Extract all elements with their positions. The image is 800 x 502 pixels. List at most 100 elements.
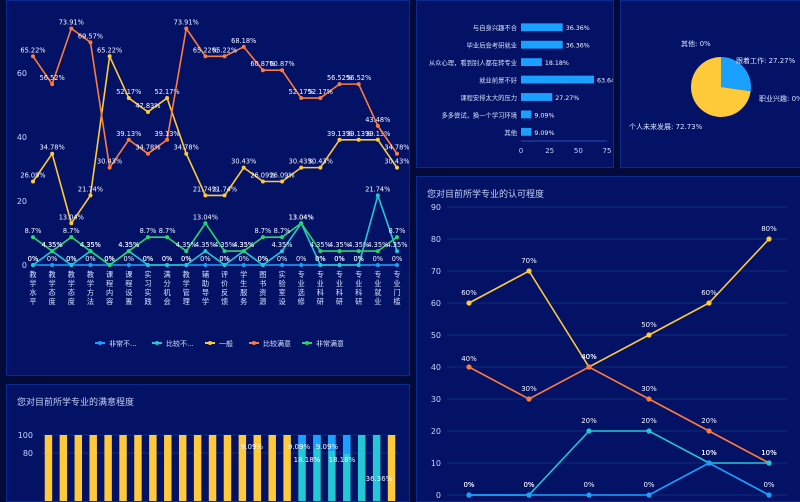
bar-data-label: 36.36%	[566, 43, 590, 50]
series-1-point	[337, 263, 342, 267]
bar-data-label: 18.18%	[545, 60, 569, 67]
series-1-data-label: 0%	[104, 255, 114, 263]
bar	[521, 58, 542, 67]
series-0-data-label: 0%	[258, 255, 268, 263]
x-tick-label: 教学态度	[49, 270, 56, 306]
series-2-point	[260, 179, 265, 184]
legend-label: 一般	[219, 339, 233, 348]
series-3-data-label: 43.48%	[365, 116, 390, 124]
chart-bottom-left: 80 100 9.09% 9.09% 9.09% 18.18% 18.18% 36.36%	[18, 431, 399, 501]
data-label: 9.09%	[316, 443, 339, 451]
stack-bar	[178, 435, 187, 501]
series-1-point	[31, 263, 35, 267]
series-2-data-label: 39.13%	[327, 130, 352, 138]
series-4-point	[203, 221, 208, 226]
x-tick-label: 50	[574, 147, 583, 155]
series-4-data-label: 4.35%	[80, 241, 101, 249]
series-4-point	[222, 249, 227, 254]
series-3-point	[375, 123, 380, 128]
series-line-1	[468, 366, 770, 464]
series-3-data-label: 34.78%	[384, 144, 409, 152]
series-0-data-label: 0%	[277, 255, 287, 263]
x-tick-label: 满分机会	[164, 270, 172, 306]
series-4-point	[145, 235, 150, 240]
stack-bar	[372, 435, 381, 501]
series-3-data-label: 68.18%	[231, 37, 256, 45]
series-0-point	[88, 263, 93, 267]
bar-data-label: 63.64%	[597, 77, 613, 84]
series-3-data-label: 0%	[583, 481, 594, 489]
series-0-data-label: 40%	[581, 353, 597, 361]
series-3-point	[241, 44, 246, 49]
series-3-data-label: 10%	[701, 449, 717, 457]
series-0-point	[766, 236, 772, 242]
data-label: 18.18%	[329, 456, 356, 464]
series-1-point	[395, 249, 399, 254]
series-4-point	[395, 235, 399, 240]
series-2-point	[203, 193, 208, 198]
data-label: 18.18%	[294, 456, 321, 464]
stack-bar	[149, 435, 157, 501]
series-1-point	[145, 263, 150, 267]
bottom-left-title: 您对目前所学专业的满意程度	[17, 398, 135, 408]
series-3-data-label: 65.22%	[193, 46, 218, 54]
series-0-data-label: 0%	[47, 255, 57, 263]
series-4-data-label: 8.7%	[255, 227, 272, 235]
series-0-data-label: 0%	[85, 255, 95, 263]
y-tick-label: 100	[18, 431, 33, 440]
series-2-point	[184, 151, 189, 156]
bar	[521, 110, 532, 119]
series-1-point	[318, 263, 323, 267]
x-tick-label: 专业科研	[317, 270, 324, 306]
series-line-2	[32, 53, 398, 226]
x-tick-label: 图书资源	[259, 270, 266, 306]
series-2-data-label: 39.13%	[365, 130, 390, 138]
series-1-point	[222, 263, 227, 267]
legend-swatch-dot	[98, 341, 102, 345]
x-tick-label: 专业就业	[374, 270, 381, 306]
series-3-point	[466, 492, 472, 498]
x-tick-label: 课程设置	[125, 270, 132, 306]
y-tick-label: 50	[431, 331, 441, 340]
stack-bar	[238, 435, 247, 501]
series-3-data-label: 56.52%	[40, 74, 65, 82]
series-3-point	[280, 68, 285, 73]
bar-data-label: 9.09%	[534, 130, 554, 137]
series-2-point	[395, 165, 399, 170]
series-0-point	[466, 300, 472, 306]
series-4-point	[126, 249, 131, 254]
series-1-data-label: 4.35%	[387, 241, 408, 249]
series-4-data-label: 8.7%	[389, 227, 406, 235]
series-0-data-label: 0%	[392, 255, 402, 263]
series-0-data-label: 0%	[162, 255, 172, 263]
series-2-data-label: 39.13%	[346, 130, 371, 138]
series-3-data-label: 30.43%	[97, 158, 122, 166]
series-4-data-label: 4.35%	[214, 241, 235, 249]
series-line-3	[469, 462, 770, 496]
series-0-data-label: 0%	[334, 255, 344, 263]
stack-bar	[223, 435, 232, 501]
series-4-data-label: 4.35%	[367, 241, 388, 249]
series-1-data-label: 30%	[641, 385, 657, 393]
pie-label: 个人未来发展: 72.73%	[629, 122, 703, 131]
pie-label: 跟着工作: 27.27%	[736, 56, 796, 65]
series-2-point	[145, 109, 150, 114]
category-label: 多多尝试，换一个学习环境	[441, 110, 517, 119]
bottom-right-title: 您对目前所学专业的认可程度	[427, 190, 545, 200]
series-3-point	[184, 26, 189, 31]
series-3-point	[69, 26, 74, 31]
category-label: 毕业后会考研就业	[467, 41, 517, 50]
series-1-point	[646, 396, 652, 402]
series-4-data-label: 8.7%	[159, 227, 176, 235]
series-1-data-label: 4.35%	[42, 241, 63, 249]
series-1-data-label: 0%	[28, 255, 38, 263]
series-4-data-label: 0%	[104, 255, 114, 263]
series-2-data-label: 52.17%	[116, 88, 141, 96]
x-tick-label: 评价反馈	[221, 270, 228, 306]
stack-bar	[59, 435, 68, 501]
series-4-point	[356, 249, 361, 254]
series-2-data-label: 10%	[701, 449, 717, 457]
series-1-data-label: 30%	[521, 385, 537, 393]
chart-left-top: 0 20 40 60 教学水平 教学态度 教学态度 教学方法 课程内容 课程设置 实习实践 满分机会 教…	[17, 18, 409, 348]
bar-data-label: 9.09%	[534, 112, 554, 119]
